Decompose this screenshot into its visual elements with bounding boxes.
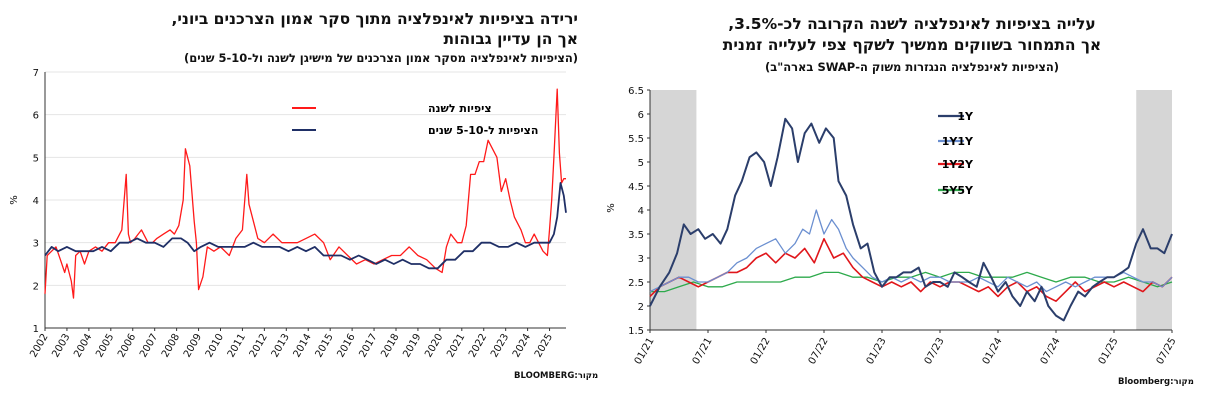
- x-tick-label: 2020: [423, 332, 445, 360]
- y-tick-label: 4: [33, 196, 39, 207]
- x-tick-label: 2006: [116, 332, 138, 360]
- series-line-1Y: [649, 117, 1173, 322]
- y-tick-label: 6: [638, 110, 644, 121]
- left-title-line1: ירידה בציפיות לאינפלציה מתוך סקר אמון הצ…: [171, 10, 578, 28]
- y-tick-label: 3.5: [628, 230, 644, 241]
- y-tick-label: 6: [33, 111, 39, 122]
- y-tick-label: 4.5: [628, 182, 644, 193]
- x-tick-label: 01/23: [865, 336, 889, 366]
- x-tick-label: 2015: [314, 332, 336, 360]
- legend-label-1Y: 1Y: [957, 110, 974, 123]
- y-tick-label: 3: [33, 239, 39, 250]
- x-tick-label: 2025: [533, 332, 555, 360]
- series-line-1Y2Y: [649, 238, 1173, 303]
- x-tick-label: 2011: [226, 332, 248, 360]
- y-tick-label: 6.5: [628, 86, 644, 97]
- x-tick-label: 2004: [72, 332, 94, 360]
- y-tick-label: 1: [33, 324, 39, 335]
- y-tick-label: 5: [33, 153, 39, 164]
- right-chart-panel: עלייה בציפיות לאינפלציה לשנה הקרובה לכ-3…: [606, 0, 1218, 410]
- x-tick-label: 07/21: [691, 336, 715, 366]
- y-tick-label: 3: [638, 254, 644, 265]
- y-tick-label: 5: [638, 158, 644, 169]
- x-tick-label: 01/25: [1097, 336, 1121, 366]
- x-tick-label: 2007: [138, 332, 160, 360]
- x-tick-label: 07/23: [923, 336, 947, 366]
- left-subtitle: (הציפיות לאינפלציה מסקר אמון הצרכנים של …: [183, 51, 578, 65]
- x-tick-label: 01/24: [981, 336, 1005, 366]
- right-subtitle: (הציפיות לאינפלציה הנגזרות משוק ה-SWAP ב…: [764, 60, 1060, 74]
- right-line-chart: 1.5 2 2.5 3 3.5 4 4.5 5 5.5 6 6.5 01/21 07/21 01/22 07…: [606, 86, 1179, 366]
- x-tick-label: 2023: [489, 332, 511, 360]
- right-title-line2: אך התמחור בשווקים ממשיך לשקף צפי לעלייה …: [722, 36, 1102, 54]
- y-tick-label: 2: [638, 302, 644, 313]
- x-tick-label: 2022: [467, 332, 489, 360]
- x-tick-label: 2010: [204, 332, 226, 360]
- shaded-region: [1136, 90, 1172, 330]
- legend-label-2: הציפיות ל-5-10 שנים: [428, 124, 538, 137]
- x-tick-label: 2002: [28, 332, 50, 360]
- series-line-1: [44, 88, 566, 299]
- x-tick-label: 07/22: [807, 336, 831, 366]
- left-title-line2: אך הן עדיין גבוהות: [443, 30, 578, 48]
- x-tick-label: 2008: [160, 332, 182, 360]
- left-source: מקור:BLOOMBERG: [514, 371, 599, 381]
- x-tick-label: 2005: [94, 332, 116, 360]
- y-tick-label: 7: [33, 68, 39, 79]
- y-tick-label: 2.5: [628, 278, 644, 289]
- x-tick-label: 01/21: [633, 336, 657, 366]
- x-tick-label: 01/22: [749, 336, 773, 366]
- x-tick-label: 2024: [511, 332, 533, 360]
- y-tick-label: 1.5: [628, 326, 644, 337]
- x-tick-label: 2019: [401, 332, 423, 360]
- x-tick-label: 2016: [335, 332, 357, 360]
- left-chart-panel: ירידה בציפיות לאינפלציה מתוך סקר אמון הצ…: [0, 0, 600, 410]
- series-line-1Y1Y: [649, 209, 1173, 293]
- series-line-2: [44, 181, 567, 270]
- x-tick-label: 2018: [379, 332, 401, 360]
- legend-label-1: ציפיות לשנה: [428, 102, 492, 115]
- legend-label-1Y2Y: 1Y2Y: [942, 158, 974, 171]
- y-tick-label: 5.5: [628, 134, 644, 145]
- x-tick-label: 2021: [445, 332, 467, 360]
- x-tick-label: 2014: [292, 332, 314, 360]
- x-tick-label: 07/25: [1155, 336, 1179, 366]
- y-axis-label: %: [9, 195, 20, 205]
- y-axis-label: %: [606, 203, 617, 213]
- x-tick-label: 2009: [182, 332, 204, 360]
- x-tick-label: 2003: [50, 332, 72, 360]
- legend-label-1Y1Y: 1Y1Y: [942, 135, 974, 148]
- y-tick-label: 4: [638, 206, 644, 217]
- x-tick-label: 2012: [248, 332, 270, 360]
- right-title-line1: עלייה בציפיות לאינפלציה לשנה הקרובה לכ-3…: [728, 15, 1096, 33]
- x-tick-label: 2017: [357, 332, 379, 360]
- x-tick-label: 07/24: [1039, 336, 1063, 366]
- legend-label-5Y5Y: 5Y5Y: [942, 184, 974, 197]
- right-source: מקור:Bloomberg: [1118, 377, 1194, 387]
- y-tick-label: 2: [33, 281, 39, 292]
- x-tick-label: 2013: [270, 332, 292, 360]
